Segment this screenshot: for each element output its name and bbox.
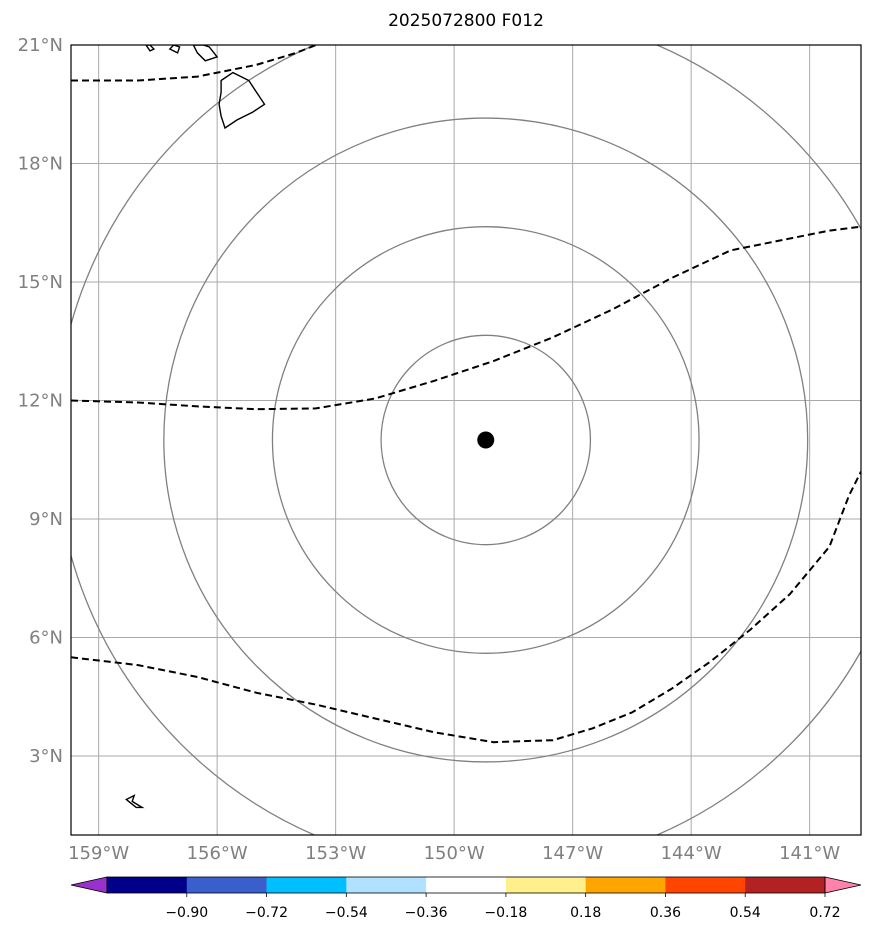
range-ring-1 — [271, 226, 700, 654]
colorbar-segment-7 — [665, 877, 746, 893]
coastlines — [125, 45, 266, 809]
colorbar-segment-8 — [745, 877, 826, 893]
colorbar-outline — [106, 876, 826, 894]
lat-tick-label-0: 21°N — [18, 35, 63, 56]
lon-tick-label-5: 144°W — [661, 843, 722, 864]
colorbar-tick-label-1: −0.72 — [245, 905, 288, 921]
coastline-4 — [125, 794, 145, 809]
colorbar-segment-2 — [266, 877, 347, 893]
map-frame — [70, 44, 862, 836]
colorbar-segment-1 — [186, 877, 267, 893]
lon-tick-label-4: 147°W — [542, 843, 603, 864]
colorbar-tick-label-0: −0.90 — [165, 905, 208, 921]
colorbar-tick-label-7: 0.54 — [730, 905, 761, 921]
lon-tick-label-1: 156°W — [187, 843, 248, 864]
lat-tick-label-6: 3°N — [29, 746, 63, 767]
colorbar: −0.90 −0.72 −0.54 −0.36 −0.18 0.18 0.36 0.54 0.7… — [70, 876, 862, 921]
dashed-contours — [71, 45, 861, 744]
colorbar-segment-4 — [426, 877, 507, 893]
colorbar-segment-0 — [107, 877, 188, 893]
lon-tick-label-6: 141°W — [779, 843, 840, 864]
colorbar-tick-label-6: 0.36 — [650, 905, 681, 921]
latitude-labels: 21°N 18°N 15°N 12°N 9°N 6°N 3°N — [18, 35, 63, 767]
coastline-2 — [168, 45, 181, 54]
colorbar-tick-label-3: −0.36 — [405, 905, 448, 921]
lat-tick-label-5: 6°N — [29, 628, 63, 649]
colorbar-extend-low — [70, 876, 108, 894]
range-ring-3 — [71, 45, 861, 835]
colorbar-segment-6 — [585, 877, 666, 893]
lat-tick-label-4: 9°N — [29, 509, 63, 530]
coastline-0 — [218, 71, 266, 130]
longitude-labels: 159°W 156°W 153°W 150°W 147°W 144°W 141°W — [68, 843, 840, 864]
colorbar-tick-label-8: 0.72 — [809, 905, 840, 921]
lon-tick-label-3: 150°W — [424, 843, 485, 864]
dashed-contour-1 — [71, 225, 861, 411]
lat-tick-label-2: 15°N — [18, 272, 63, 293]
colorbar-extend-high — [824, 876, 862, 894]
storm-center-dot — [477, 431, 495, 449]
lon-tick-label-0: 159°W — [68, 843, 129, 864]
storm-center — [477, 431, 495, 449]
range-rings — [71, 45, 861, 835]
lat-tick-label-3: 12°N — [18, 391, 63, 412]
lat-tick-label-1: 18°N — [18, 154, 63, 175]
colorbar-tick-label-2: −0.54 — [325, 905, 368, 921]
coastline-1 — [192, 45, 219, 62]
gridlines — [71, 45, 861, 835]
range-ring-2 — [163, 117, 809, 763]
coastline-3 — [145, 45, 156, 52]
colorbar-tick-label-5: 0.18 — [570, 905, 601, 921]
dashed-contour-0 — [71, 45, 317, 82]
colorbar-tick-label-4: −0.18 — [484, 905, 527, 921]
range-ring-0 — [380, 334, 592, 546]
colorbar-segment-3 — [346, 877, 427, 893]
figure-title: 2025072800 F012 — [388, 11, 544, 31]
lon-tick-label-2: 153°W — [305, 843, 366, 864]
dashed-contour-2 — [71, 471, 861, 744]
colorbar-segment-5 — [505, 877, 586, 893]
